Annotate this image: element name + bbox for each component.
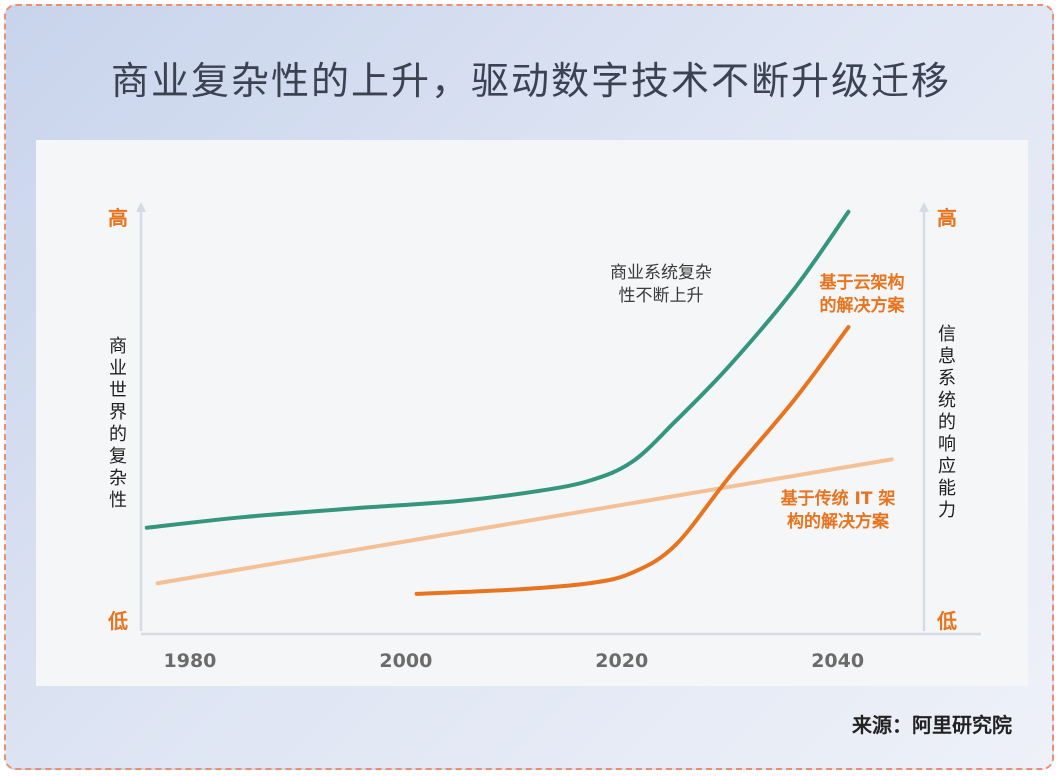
left-axis-arrow xyxy=(136,202,146,212)
x-tick-label: 2000 xyxy=(379,650,432,672)
x-tick-label: 1980 xyxy=(164,650,217,672)
left-axis-low-label: 低 xyxy=(107,609,128,633)
left-axis-high-label: 高 xyxy=(108,206,128,230)
x-tick-label: 2020 xyxy=(595,650,648,672)
right-axis-arrow xyxy=(919,202,929,212)
plot-panel xyxy=(36,140,1028,686)
right-axis-low-label: 低 xyxy=(936,609,957,633)
annotation-0-line: 性不断上升 xyxy=(619,286,704,306)
series-line-2 xyxy=(414,325,851,596)
annotation-1-line: 基于云架构 xyxy=(819,272,905,293)
chart: 1980 2000 2020 2040 高低 高低 商业世界的复杂性 信息系统的响应能力 商业系… xyxy=(36,140,1028,686)
annotation-1-line: 的解决方案 xyxy=(820,295,906,316)
annotation-2-line: 构的解决方案 xyxy=(787,511,890,532)
right-axis-high-label: 高 xyxy=(937,206,957,230)
annotation-2-line: 基于传统 IT 架 xyxy=(780,488,896,509)
annotation-0-line: 商业系统复杂 xyxy=(610,263,712,283)
source-note: 来源：阿里研究院 xyxy=(852,713,1012,737)
series-line-1 xyxy=(155,457,894,586)
left-axis-title: 商业世界的复杂性 xyxy=(109,336,127,511)
x-tick-label: 2040 xyxy=(811,650,864,672)
right-axis-title: 信息系统的响应能力 xyxy=(938,324,956,521)
chart-frame: 商业复杂性的上升，驱动数字技术不断升级迁移 1980 2000 2020 2040 高低… xyxy=(4,4,1054,770)
page-title: 商业复杂性的上升，驱动数字技术不断升级迁移 xyxy=(110,59,951,103)
series-line-0 xyxy=(144,209,851,530)
